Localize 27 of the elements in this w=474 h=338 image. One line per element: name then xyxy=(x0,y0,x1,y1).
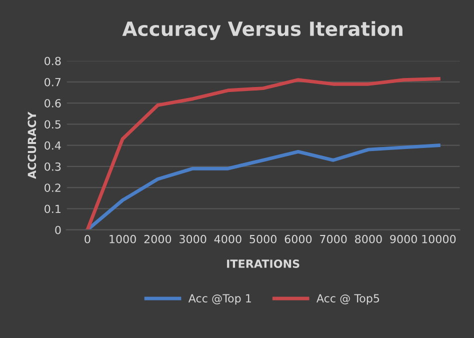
x-tick-label: 8000 xyxy=(355,234,382,244)
y-axis-title: ACCURACY xyxy=(28,112,36,179)
y-tick-label: 0.8 xyxy=(44,56,61,66)
legend-label: Acc @ Top5 xyxy=(316,294,380,305)
line-series xyxy=(86,144,440,230)
x-tick-label: 6000 xyxy=(284,234,312,244)
x-tick-label: 9000 xyxy=(390,234,417,244)
x-tick-label: 0 xyxy=(84,234,90,244)
y-tick-label: 0.7 xyxy=(44,78,61,86)
x-axis-title: ITERATIONS xyxy=(227,260,300,268)
y-tick-label: 0.4 xyxy=(44,141,61,150)
y-tick-label: 0.6 xyxy=(44,99,61,108)
x-tick-label: 4000 xyxy=(214,234,242,244)
y-tick-label: 0 xyxy=(55,226,61,234)
x-tick-label: 1000 xyxy=(110,234,136,244)
y-tick-label: 0.2 xyxy=(44,184,60,192)
x-tick-label: 7000 xyxy=(320,234,347,244)
x-tick-label: 10000 xyxy=(422,234,456,244)
x-tick-label: 5000 xyxy=(250,234,276,244)
legend-label: Acc @Top 1 xyxy=(188,294,251,305)
line-series xyxy=(86,77,440,230)
y-tick-label: 0.3 xyxy=(44,162,61,171)
x-tick-label: 3000 xyxy=(180,234,206,244)
y-tick-label: 0.5 xyxy=(44,120,61,129)
x-tick-label: 2000 xyxy=(144,234,172,244)
y-tick-label: 0.1 xyxy=(44,204,60,214)
chart-title: Accuracy Versus Iteration xyxy=(122,21,402,40)
